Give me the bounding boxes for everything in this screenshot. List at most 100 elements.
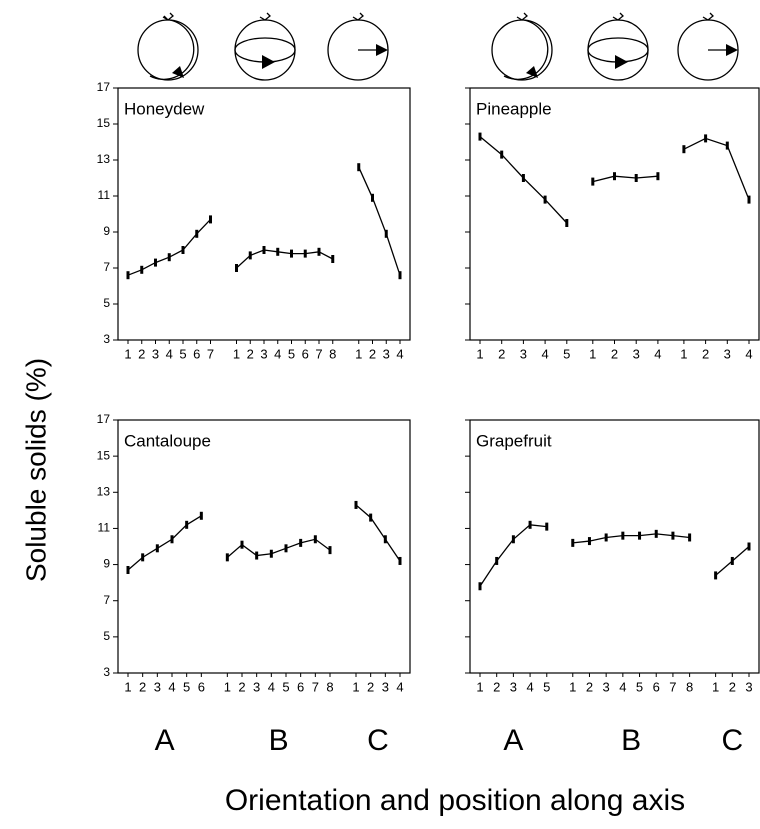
data-point (140, 265, 144, 274)
x-tick-label: 1 (476, 679, 483, 694)
x-tick-label: 4 (745, 346, 752, 361)
data-point (500, 150, 504, 159)
data-point (384, 229, 388, 238)
x-tick-label: 1 (355, 346, 362, 361)
data-point (248, 251, 252, 260)
x-tick-label: 4 (168, 679, 175, 694)
data-point (328, 546, 332, 555)
x-tick-label: 3 (745, 679, 752, 694)
data-point (225, 553, 229, 562)
x-tick-label: 3 (724, 346, 731, 361)
data-point (682, 145, 686, 154)
data-point (290, 249, 293, 258)
x-tick-label: 4 (396, 679, 403, 694)
y-tick-label: 17 (97, 412, 111, 426)
x-tick-label: 2 (139, 679, 146, 694)
x-tick-label: 1 (569, 679, 576, 694)
data-point (521, 174, 525, 182)
x-tick-label: 1 (476, 346, 483, 361)
panel-title: Honeydew (124, 99, 205, 118)
data-point (154, 258, 157, 267)
y-tick-label: 5 (103, 296, 110, 310)
x-tick-label: 4 (654, 346, 661, 361)
data-point (704, 134, 708, 143)
x-tick-label: 8 (326, 679, 333, 694)
x-tick-label: 5 (543, 679, 550, 694)
data-point (303, 249, 307, 258)
x-tick-label: 5 (288, 346, 295, 361)
data-point (357, 163, 361, 172)
x-tick-label: 5 (636, 679, 643, 694)
data-point (656, 172, 660, 181)
x-tick-label: 7 (669, 679, 676, 694)
data-point (354, 500, 358, 509)
data-point (545, 522, 549, 531)
y-tick-label: 7 (103, 260, 110, 274)
data-point (747, 195, 751, 204)
data-point (255, 551, 259, 560)
x-tick-label: 3 (382, 679, 389, 694)
data-point (671, 531, 675, 540)
group-label: C (367, 724, 389, 757)
data-point (199, 511, 203, 520)
x-tick-label: 2 (247, 346, 254, 361)
x-tick-label: 5 (563, 346, 570, 361)
data-point (369, 513, 373, 522)
data-point (688, 533, 692, 542)
x-tick-label: 6 (297, 679, 304, 694)
data-point (181, 246, 185, 254)
data-point (478, 132, 482, 141)
x-tick-label: 3 (154, 679, 161, 694)
y-tick-label: 3 (103, 332, 110, 346)
x-tick-label: 4 (274, 346, 281, 361)
y-tick-label: 13 (97, 152, 111, 166)
data-line (355, 504, 401, 562)
data-point (209, 215, 212, 224)
data-point (317, 247, 321, 256)
data-point (528, 520, 532, 529)
x-tick-label: 3 (510, 679, 517, 694)
data-point (638, 531, 642, 540)
x-tick-label: 2 (238, 679, 245, 694)
x-tick-label: 2 (611, 346, 618, 361)
data-point (313, 535, 317, 544)
x-tick-label: 4 (268, 679, 275, 694)
group-label: C (721, 724, 743, 757)
x-tick-label: 5 (179, 346, 186, 361)
x-tick-label: 1 (712, 679, 719, 694)
panel-title: Cantaloupe (124, 431, 211, 450)
x-tick-label: 1 (589, 346, 596, 361)
x-tick-label: 8 (686, 679, 693, 694)
data-point (714, 571, 718, 580)
data-point (371, 193, 374, 202)
data-point (725, 141, 729, 150)
x-tick-label: 4 (541, 346, 548, 361)
x-tick-label: 2 (369, 346, 376, 361)
x-tick-label: 2 (367, 679, 374, 694)
x-tick-label: 4 (396, 346, 403, 361)
x-tick-label: 6 (653, 679, 660, 694)
plot-frame (117, 419, 411, 674)
x-axis-label: Orientation and position along axis (225, 784, 685, 817)
y-tick-label: 11 (98, 188, 111, 202)
x-tick-label: 1 (680, 346, 687, 361)
data-point (613, 172, 616, 181)
data-line (127, 515, 202, 571)
y-tick-label: 5 (103, 629, 110, 643)
data-point (170, 535, 174, 544)
x-tick-label: 4 (166, 346, 173, 361)
data-point (331, 255, 335, 263)
data-point (495, 556, 499, 565)
x-tick-label: 4 (526, 679, 533, 694)
group-label: B (269, 724, 289, 757)
x-tick-label: 1 (124, 346, 131, 361)
x-tick-label: 3 (603, 679, 610, 694)
plot-frame (469, 419, 760, 674)
x-tick-label: 3 (633, 346, 640, 361)
x-tick-label: 2 (702, 346, 709, 361)
data-point (269, 549, 273, 558)
data-line (358, 166, 401, 276)
data-point (621, 531, 625, 540)
